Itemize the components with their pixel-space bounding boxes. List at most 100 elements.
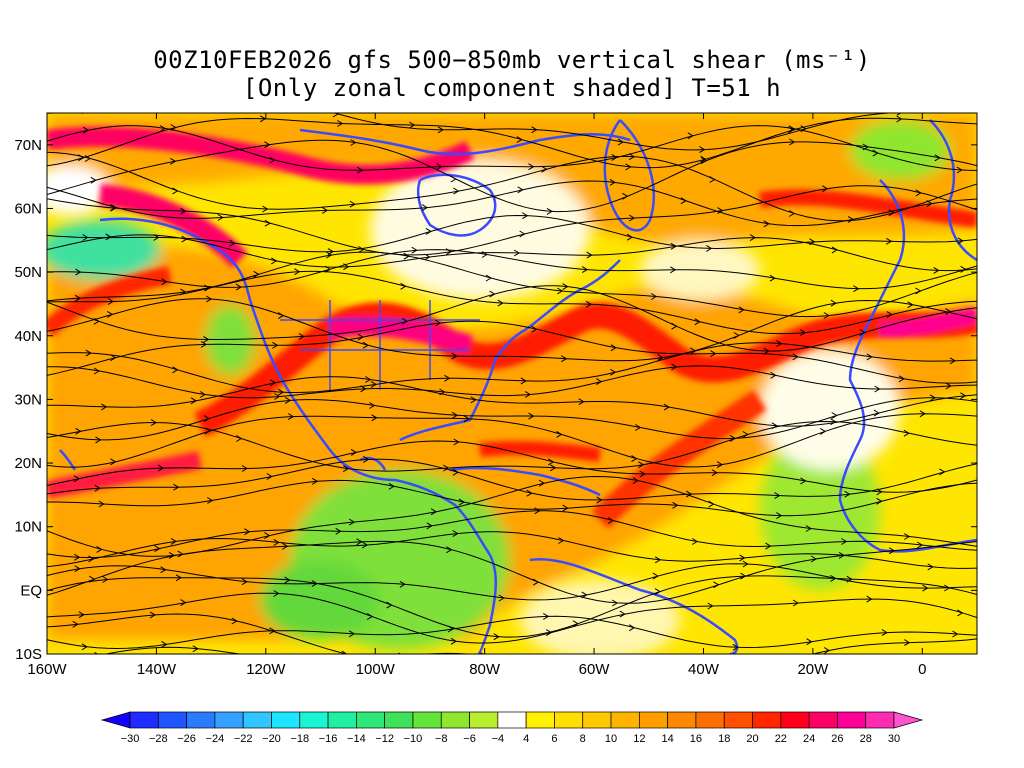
streamline-arrow bbox=[170, 93, 175, 99]
lon-tick-label: 120W bbox=[246, 661, 286, 678]
streamline-arrow bbox=[873, 409, 880, 417]
streamline-arrow bbox=[236, 435, 243, 442]
streamline-arrow bbox=[556, 287, 564, 295]
streamline-arrow bbox=[260, 93, 265, 99]
streamline-arrow bbox=[205, 295, 213, 303]
streamline-arrow bbox=[638, 461, 645, 469]
streamline-arrow bbox=[73, 475, 80, 483]
streamline-arrow bbox=[763, 347, 770, 355]
streamline-arrow bbox=[572, 620, 579, 628]
colorbar-label: −12 bbox=[375, 733, 394, 745]
streamline-arrow bbox=[470, 396, 477, 404]
streamline-arrow bbox=[898, 375, 905, 383]
streamline-arrow bbox=[903, 533, 911, 540]
streamline-arrow bbox=[874, 385, 881, 393]
streamline-arrow bbox=[450, 175, 457, 183]
streamline-arrow bbox=[269, 156, 276, 164]
streamline-arrow bbox=[430, 508, 438, 516]
streamline-arrow bbox=[453, 438, 460, 446]
colorbar-label: 8 bbox=[580, 733, 586, 745]
streamline-arrow bbox=[915, 189, 922, 197]
lat-tick-label: 40N bbox=[14, 328, 42, 345]
streamline-arrow bbox=[694, 318, 701, 326]
streamline-arrow bbox=[177, 550, 184, 558]
streamline-arrow bbox=[291, 658, 296, 664]
streamline-arrow bbox=[370, 380, 377, 388]
streamline-arrow bbox=[94, 484, 101, 492]
streamline-arrow bbox=[699, 146, 706, 154]
streamline bbox=[103, 646, 474, 654]
streamline-arrow bbox=[451, 352, 458, 360]
streamline-arrow bbox=[105, 233, 112, 241]
streamline-arrow bbox=[271, 257, 278, 265]
streamline-arrow bbox=[823, 312, 830, 319]
streamline-arrow bbox=[538, 479, 546, 487]
streamline-arrow bbox=[356, 538, 363, 546]
streamline-arrow bbox=[739, 554, 746, 562]
streamline-arrow bbox=[282, 542, 289, 550]
streamline-arrow bbox=[266, 473, 273, 480]
streamline-arrow bbox=[90, 176, 97, 184]
streamline-arrow bbox=[401, 317, 408, 325]
streamline-arrow bbox=[357, 333, 364, 341]
streamline-arrow bbox=[172, 187, 179, 195]
streamline-arrow bbox=[531, 126, 538, 134]
streamline-arrow bbox=[264, 141, 271, 149]
streamline-arrow bbox=[517, 186, 524, 194]
streamline-arrow bbox=[776, 340, 783, 348]
colorbar-label: 20 bbox=[746, 733, 758, 745]
streamline-arrow bbox=[348, 630, 356, 638]
colorbar-label: 6 bbox=[551, 733, 557, 745]
streamline-arrow bbox=[324, 265, 332, 273]
streamline-arrow bbox=[362, 341, 369, 349]
streamline-arrow bbox=[904, 639, 911, 647]
streamline-arrow bbox=[776, 512, 783, 520]
streamline-arrow bbox=[436, 163, 443, 171]
streamline-arrow bbox=[388, 482, 395, 490]
streamline-arrow bbox=[586, 251, 593, 259]
streamline-arrow bbox=[792, 599, 799, 607]
streamline-arrow bbox=[204, 284, 211, 292]
streamline-arrow bbox=[101, 403, 108, 411]
streamline-arrow bbox=[94, 651, 99, 654]
colorbar-swatch bbox=[412, 711, 442, 729]
streamline-arrow bbox=[635, 424, 642, 431]
streamline-arrow bbox=[749, 668, 754, 674]
streamline-arrow bbox=[231, 617, 238, 625]
colorbar-swatch bbox=[865, 711, 895, 729]
streamline-arrow bbox=[244, 528, 251, 536]
colorbar-swatch bbox=[384, 711, 414, 729]
streamline-arrow bbox=[170, 157, 177, 165]
streamline-arrow bbox=[841, 538, 848, 545]
streamline-arrow bbox=[742, 560, 749, 568]
streamline-arrow bbox=[531, 325, 538, 333]
streamline-arrow bbox=[585, 300, 593, 308]
streamline-arrow bbox=[172, 366, 179, 374]
streamline-arrow bbox=[929, 394, 936, 402]
streamline-arrow bbox=[453, 187, 460, 195]
streamline-arrow bbox=[671, 363, 678, 371]
colorbar-swatch bbox=[327, 711, 357, 729]
colorbar-label: −8 bbox=[435, 733, 448, 745]
streamline-arrow bbox=[365, 376, 372, 383]
streamline-arrow bbox=[562, 504, 569, 512]
streamline-arrow bbox=[853, 285, 860, 293]
streamline-arrow bbox=[287, 413, 295, 421]
streamline-arrow bbox=[846, 575, 853, 583]
streamline-arrow bbox=[550, 464, 557, 472]
streamline-arrow bbox=[82, 234, 89, 241]
streamline-arrow bbox=[710, 350, 717, 358]
streamline-arrow bbox=[831, 246, 838, 254]
streamline-arrow bbox=[458, 498, 465, 506]
streamline-arrow bbox=[82, 126, 90, 134]
streamline-arrow bbox=[161, 278, 168, 286]
streamline-arrow bbox=[74, 553, 81, 561]
streamline-arrow bbox=[919, 410, 926, 418]
streamline bbox=[47, 575, 977, 638]
streamline-arrow bbox=[685, 490, 693, 498]
colorbar-swatch bbox=[723, 711, 753, 729]
streamline-arrow bbox=[781, 667, 786, 673]
streamline-arrow bbox=[110, 458, 117, 466]
streamline-arrow bbox=[110, 204, 117, 212]
streamline-arrow bbox=[262, 205, 269, 213]
